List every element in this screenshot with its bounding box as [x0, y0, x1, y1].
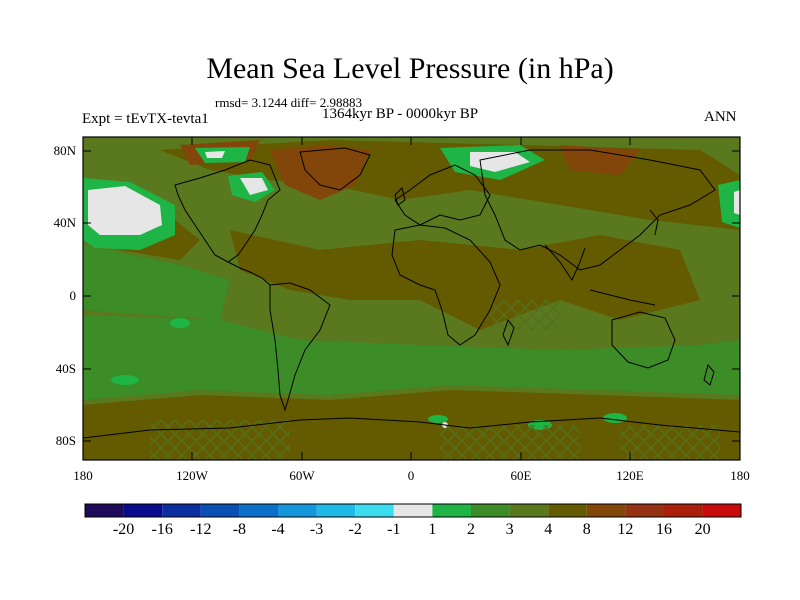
- lon-label-0: 0: [407, 468, 415, 483]
- field-patch-5: [428, 415, 448, 423]
- coastlines: [83, 147, 740, 439]
- colorbar-label: -16: [151, 521, 173, 538]
- plot-title: Mean Sea Level Pressure (in hPa): [206, 52, 614, 85]
- field-region-white-npac-east: [734, 190, 740, 215]
- lat-label-0: 0: [69, 288, 77, 303]
- colorbar-label: 4: [544, 521, 553, 538]
- field-region-green-south: [83, 315, 740, 400]
- field-hatch-3: [440, 425, 580, 460]
- colorbar-label: -2: [348, 521, 362, 538]
- field-patch-2: [111, 375, 139, 385]
- coast-new-zealand: [703, 363, 715, 386]
- lat-label-40s: 40S: [55, 361, 76, 376]
- stats-text: rmsd= 3.1244 diff= 2.98883: [215, 95, 362, 110]
- colorbar-swatch: [278, 504, 317, 517]
- colorbar-swatch: [123, 504, 163, 517]
- colorbar-swatch: [85, 504, 124, 517]
- field-hatch-2: [150, 420, 290, 460]
- coast-europe: [394, 164, 491, 226]
- coast-uk: [394, 187, 406, 206]
- lon-label-120e: 120E: [616, 468, 644, 483]
- field-patch-1: [170, 318, 190, 328]
- field-region-white-siberia: [470, 152, 530, 172]
- lon-label-60w: 60W: [289, 468, 315, 483]
- colorbar-swatch: [702, 504, 741, 517]
- period-label: 1364kyr BP - 0000kyr BP: [322, 106, 479, 122]
- colorbar-label: -3: [309, 521, 324, 538]
- experiment-label: Expt = tEvTX-tevta1: [82, 111, 209, 127]
- lat-label-40n: 40N: [53, 215, 76, 230]
- colorbar: [84, 503, 742, 518]
- colorbar-swatch: [316, 504, 356, 517]
- colorbar-swatch: [471, 504, 510, 517]
- coast-japan: [649, 209, 659, 236]
- pressure-field: [83, 137, 740, 460]
- coast-central-america: [227, 261, 271, 286]
- field-region-white-arctic: [205, 151, 225, 158]
- season-label: ANN: [704, 109, 737, 125]
- colorbar-swatch: [625, 504, 664, 517]
- colorbar-swatch: [162, 504, 201, 517]
- colorbar-label: 2: [467, 521, 475, 538]
- coast-asia: [479, 149, 716, 271]
- colorbar-label: 8: [582, 521, 591, 538]
- coast-greenland: [299, 147, 371, 191]
- lon-label-120w: 120W: [176, 468, 208, 483]
- field-region-hot-siberia: [560, 145, 640, 175]
- colorbar-swatch: [509, 504, 549, 517]
- field-patch-4: [603, 413, 627, 423]
- colorbar-label: 20: [694, 521, 711, 538]
- colorbar-label: -8: [232, 521, 247, 538]
- coast-africa: [391, 224, 501, 346]
- colorbar-label: -20: [112, 521, 135, 538]
- colorbar-label: -1: [387, 521, 401, 538]
- coast-north-america: [174, 159, 281, 263]
- field-hatch-4: [620, 425, 720, 460]
- coast-south-america: [269, 282, 331, 412]
- coast-australia: [611, 311, 676, 369]
- colorbar-label: 1: [428, 521, 437, 538]
- axis-ticks: [82, 137, 741, 460]
- colorbar-label: 3: [505, 521, 514, 538]
- colorbar-swatch: [200, 504, 240, 517]
- lat-label-80s: 80S: [55, 433, 76, 448]
- lat-label-80n: 80N: [53, 143, 76, 158]
- lon-label-180e: 180: [730, 468, 750, 483]
- field-region-white-npac: [88, 186, 162, 235]
- lon-label-60e: 60E: [510, 468, 532, 483]
- field-region-white-hudson: [240, 178, 268, 195]
- colorbar-frame: [84, 503, 742, 518]
- coast-india: [544, 244, 586, 282]
- colorbar-swatch: [355, 504, 394, 517]
- colorbar-label: 16: [656, 521, 672, 538]
- field-region-green-mid: [83, 245, 230, 320]
- colorbar-label: 12: [617, 521, 634, 538]
- coast-antarctica: [83, 417, 740, 439]
- colorbar-swatch: [432, 504, 471, 517]
- coast-indonesia: [589, 289, 656, 306]
- colorbar-label: -12: [190, 521, 212, 538]
- lon-label-180w: 180: [73, 468, 93, 483]
- coast-madagascar: [502, 318, 515, 347]
- colorbar-swatch: [393, 504, 433, 517]
- colorbar-swatch: [548, 504, 587, 517]
- colorbar-swatch: [664, 504, 703, 517]
- colorbar-label: -4: [271, 521, 285, 538]
- colorbar-swatch: [239, 504, 278, 517]
- colorbar-swatch: [586, 504, 626, 517]
- field-hatch-1: [490, 300, 560, 330]
